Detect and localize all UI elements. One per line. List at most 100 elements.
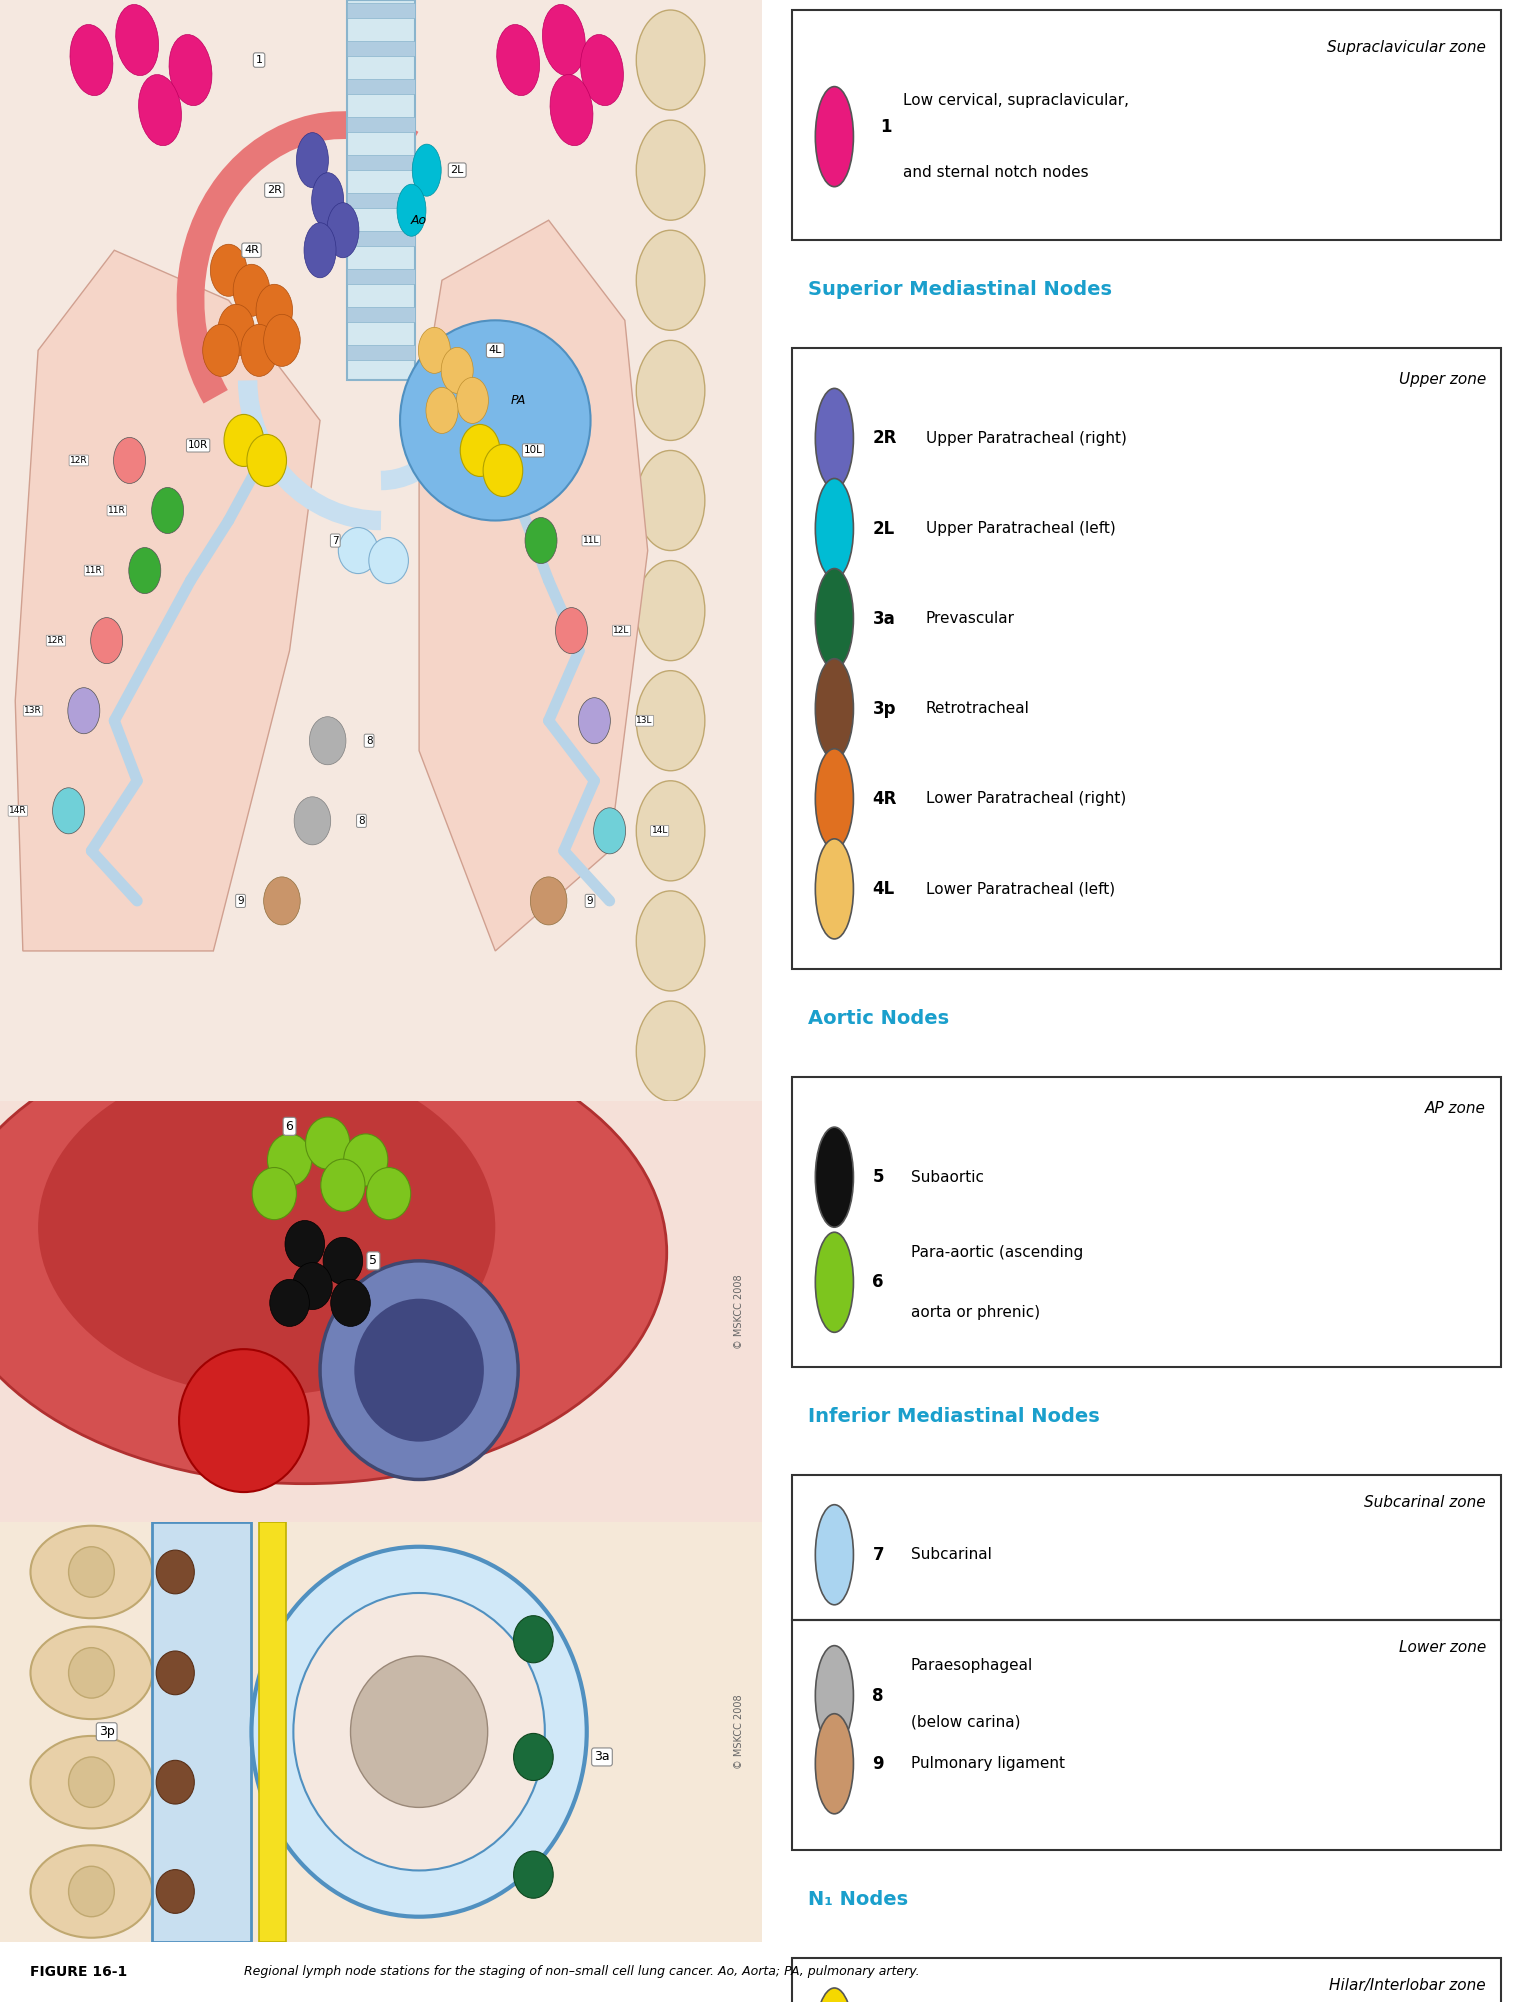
Text: aorta or phrenic): aorta or phrenic) xyxy=(911,1305,1039,1319)
Circle shape xyxy=(815,388,853,488)
Ellipse shape xyxy=(69,1648,114,1698)
Ellipse shape xyxy=(251,1167,296,1219)
Text: 3a: 3a xyxy=(594,1750,610,1764)
Ellipse shape xyxy=(637,230,704,330)
Ellipse shape xyxy=(411,144,442,196)
Text: 1: 1 xyxy=(881,118,892,136)
Ellipse shape xyxy=(0,1021,668,1483)
Bar xyxy=(792,1475,1501,1620)
Ellipse shape xyxy=(338,529,378,575)
Ellipse shape xyxy=(581,34,623,106)
Text: (below carina): (below carina) xyxy=(911,1714,1020,1730)
Text: N₁ Nodes: N₁ Nodes xyxy=(808,1890,908,1908)
Ellipse shape xyxy=(369,539,408,585)
Text: and sternal notch nodes: and sternal notch nodes xyxy=(902,166,1088,180)
Ellipse shape xyxy=(343,1133,387,1185)
Ellipse shape xyxy=(268,1133,312,1185)
Text: Subcarinal: Subcarinal xyxy=(911,1548,992,1562)
Circle shape xyxy=(293,1594,546,1870)
Ellipse shape xyxy=(264,314,300,366)
Ellipse shape xyxy=(270,1279,309,1327)
Ellipse shape xyxy=(366,1167,411,1219)
Ellipse shape xyxy=(514,1734,553,1780)
Ellipse shape xyxy=(524,519,556,565)
Text: 13R: 13R xyxy=(24,707,43,715)
Circle shape xyxy=(815,1714,853,1814)
Ellipse shape xyxy=(305,1117,351,1169)
Text: 3a: 3a xyxy=(872,611,895,627)
Ellipse shape xyxy=(52,789,84,833)
Ellipse shape xyxy=(113,438,146,484)
Text: 4R: 4R xyxy=(872,791,896,807)
Circle shape xyxy=(815,1506,853,1606)
Ellipse shape xyxy=(218,304,255,356)
Text: 14R: 14R xyxy=(9,807,26,815)
Text: PA: PA xyxy=(511,394,526,406)
Text: 8: 8 xyxy=(872,1688,884,1704)
Ellipse shape xyxy=(514,1852,553,1898)
Ellipse shape xyxy=(322,1159,366,1211)
Text: 12R: 12R xyxy=(70,456,87,464)
Ellipse shape xyxy=(30,1626,152,1720)
Ellipse shape xyxy=(256,284,293,336)
Polygon shape xyxy=(15,250,320,951)
Circle shape xyxy=(815,839,853,939)
Circle shape xyxy=(815,659,853,759)
Text: Upper zone: Upper zone xyxy=(1399,372,1486,386)
Ellipse shape xyxy=(323,1237,363,1285)
Ellipse shape xyxy=(293,1263,332,1309)
Ellipse shape xyxy=(309,717,346,765)
Ellipse shape xyxy=(637,120,704,220)
Text: Retrotracheal: Retrotracheal xyxy=(925,701,1030,717)
Ellipse shape xyxy=(637,10,704,110)
Ellipse shape xyxy=(637,781,704,881)
Ellipse shape xyxy=(152,488,184,533)
Bar xyxy=(152,1522,251,1942)
Ellipse shape xyxy=(247,434,287,486)
Ellipse shape xyxy=(637,1001,704,1101)
Ellipse shape xyxy=(210,244,247,296)
Text: 8: 8 xyxy=(358,817,364,825)
Ellipse shape xyxy=(69,1758,114,1808)
Circle shape xyxy=(815,1646,853,1746)
Text: Regional lymph node stations for the staging of non–small cell lung cancer. Ao, : Regional lymph node stations for the sta… xyxy=(244,1966,919,1978)
Bar xyxy=(259,1522,287,1942)
Text: 12L: 12L xyxy=(613,627,629,635)
Circle shape xyxy=(815,1231,853,1333)
Circle shape xyxy=(180,1349,308,1491)
Bar xyxy=(346,116,415,132)
Text: 12R: 12R xyxy=(47,637,64,645)
Text: Upper Paratracheal (left): Upper Paratracheal (left) xyxy=(925,521,1116,537)
Bar xyxy=(346,0,415,380)
Text: © MSKCC 2008: © MSKCC 2008 xyxy=(735,1694,744,1770)
Ellipse shape xyxy=(637,671,704,771)
Text: 14L: 14L xyxy=(652,827,668,835)
Ellipse shape xyxy=(294,797,331,845)
Text: Inferior Mediastinal Nodes: Inferior Mediastinal Nodes xyxy=(808,1407,1099,1425)
Bar xyxy=(792,10,1501,240)
Ellipse shape xyxy=(169,34,212,106)
Text: 2L: 2L xyxy=(451,166,463,174)
Text: 1: 1 xyxy=(256,56,262,64)
Ellipse shape xyxy=(203,324,239,376)
Text: 4L: 4L xyxy=(872,881,895,897)
Ellipse shape xyxy=(38,1059,495,1395)
Ellipse shape xyxy=(483,444,523,496)
Ellipse shape xyxy=(457,378,489,424)
Bar xyxy=(792,1958,1501,2002)
Text: FIGURE 16-1: FIGURE 16-1 xyxy=(30,1966,128,1978)
Ellipse shape xyxy=(139,74,181,146)
Text: Upper Paratracheal (right): Upper Paratracheal (right) xyxy=(925,430,1126,446)
Text: Subcarinal zone: Subcarinal zone xyxy=(1364,1495,1486,1510)
Ellipse shape xyxy=(30,1736,152,1828)
Ellipse shape xyxy=(305,222,337,278)
Text: 13L: 13L xyxy=(637,717,652,725)
Ellipse shape xyxy=(331,1279,370,1327)
Text: Aortic Nodes: Aortic Nodes xyxy=(808,1009,949,1027)
Bar xyxy=(346,194,415,208)
Text: 4L: 4L xyxy=(489,346,501,354)
Text: Prevascular: Prevascular xyxy=(925,611,1015,627)
Text: 10L: 10L xyxy=(524,446,543,454)
Text: 6: 6 xyxy=(872,1273,884,1291)
Text: 5: 5 xyxy=(872,1169,884,1185)
